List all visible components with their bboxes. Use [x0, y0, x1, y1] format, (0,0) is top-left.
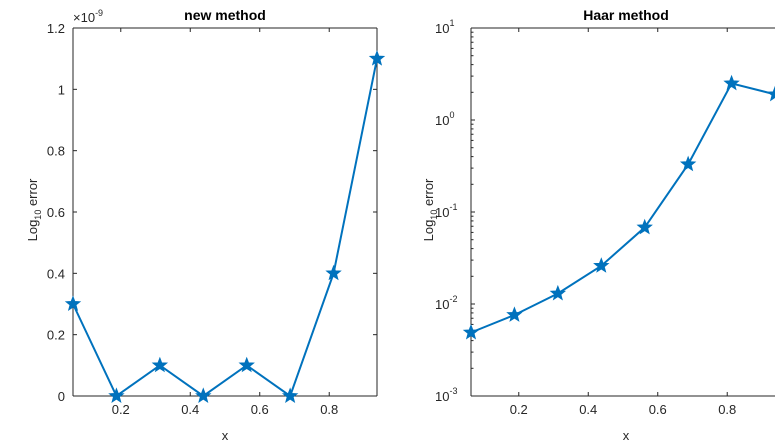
- chart-haar-method: Haar method Log10 error x 0.2 0.4 0.6 0.8 10…: [421, 7, 775, 443]
- ylabel-sub: 10: [33, 210, 43, 220]
- data-point-star: [462, 323, 480, 340]
- data-point-star: [195, 387, 212, 403]
- ylabel-rest: error: [25, 178, 40, 210]
- y-tick-label: 10-1: [435, 202, 457, 220]
- data-point-star: [108, 387, 125, 403]
- series-line: [470, 82, 775, 334]
- y-tick-label: 10-3: [435, 386, 457, 404]
- data-point-star: [238, 356, 255, 373]
- data-point-star: [281, 387, 299, 403]
- x-axis-label: x: [222, 428, 229, 443]
- data-point-star: [723, 74, 740, 91]
- x-tick-label: 0.6: [649, 402, 667, 417]
- y-axis-label: Log10 error: [25, 178, 43, 241]
- data-point-star: [325, 264, 342, 281]
- chart-new-method: new method ×10-9 Log10 error x 0.2 0.4 0.6…: [25, 7, 386, 443]
- exponent-multiplier: ×10-9: [73, 8, 103, 25]
- exponent-base: ×10: [73, 10, 95, 25]
- data-point-star: [368, 50, 386, 66]
- data-point-star: [64, 295, 82, 311]
- ylabel-sub: 10: [429, 210, 439, 220]
- y-tick-label: 100: [435, 110, 454, 128]
- x-tick-label: 0.2: [112, 402, 130, 417]
- x-tick-label: 0.4: [579, 402, 597, 417]
- ylabel-base: Log: [25, 220, 40, 242]
- ylabel-rest: error: [421, 178, 436, 210]
- y-tick-label: 1.2: [47, 21, 65, 36]
- chart-title: new method: [184, 7, 266, 23]
- y-tick-label: 0.2: [47, 328, 65, 343]
- x-tick-label: 0.6: [251, 402, 269, 417]
- y-tick-label: 0.6: [47, 205, 65, 220]
- y-tick-label: 10-2: [435, 294, 457, 312]
- x-tick-label: 0.8: [718, 402, 736, 417]
- ylabel-base: Log: [421, 220, 436, 242]
- exponent-power: -9: [95, 8, 103, 18]
- data-point-star: [636, 218, 653, 235]
- chart-title: Haar method: [583, 7, 669, 23]
- series-line: [72, 58, 378, 398]
- y-tick-label: 0.4: [47, 266, 65, 281]
- y-tick-label: 0: [58, 389, 65, 404]
- x-axis-label: x: [623, 428, 630, 443]
- x-tick-label: 0.2: [510, 402, 528, 417]
- y-tick-label: 1: [58, 82, 65, 97]
- data-point-star: [679, 155, 697, 172]
- data-point-star: [593, 257, 610, 273]
- x-tick-label: 0.4: [181, 402, 199, 417]
- y-tick-label: 101: [435, 18, 454, 36]
- y-tick-label: 0.8: [47, 144, 65, 159]
- data-point-star: [549, 284, 567, 301]
- x-tick-label: 0.8: [320, 402, 338, 417]
- y-axis-label: Log10 error: [421, 178, 439, 241]
- data-point-star: [151, 356, 169, 373]
- data-point-star: [766, 85, 775, 102]
- data-point-star: [506, 306, 523, 322]
